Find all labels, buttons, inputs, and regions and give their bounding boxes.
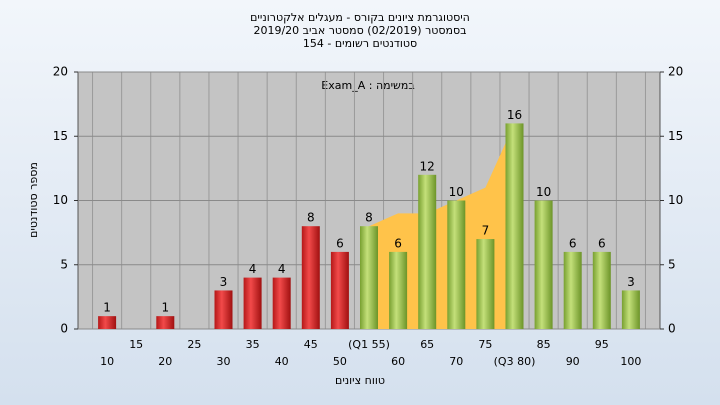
data-label: 8 (307, 211, 315, 225)
x-tick-label: 45 (304, 338, 318, 351)
data-label: 7 (482, 224, 490, 238)
x-tick-label: 85 (537, 338, 551, 351)
bar (447, 200, 466, 329)
bar (98, 316, 117, 329)
bar (534, 200, 553, 329)
bar (360, 226, 378, 329)
x-tick-label: 50 (333, 355, 347, 368)
chart-subtitle: סטודנטים רשומים - 154 (303, 37, 417, 50)
data-label: 6 (569, 236, 577, 250)
bar (592, 251, 611, 329)
x-tick-label: 70 (449, 355, 463, 368)
chart-subtitle: בסמסטר (02/2019) סמסטר אביב 2019/20 (253, 24, 466, 37)
bar (418, 174, 437, 329)
y2-tick-label: 20 (668, 65, 683, 79)
bar (214, 290, 233, 329)
bar (330, 251, 349, 329)
x-tick-label: 100 (620, 355, 641, 368)
chart-title: היסטוגרמת ציונים בקורס - מעגלים אלקטרוני… (250, 11, 470, 24)
x-tick-label: 40 (275, 355, 289, 368)
bar (505, 123, 524, 330)
x-tick-label: (Q1 55) (348, 338, 390, 351)
data-label: 16 (507, 108, 522, 122)
data-label: 1 (103, 301, 111, 315)
x-tick-label: 30 (217, 355, 231, 368)
bar (476, 239, 495, 329)
x-tick-label: 75 (478, 338, 492, 351)
y-tick-label: 5 (60, 257, 68, 271)
data-label: 3 (627, 275, 635, 289)
bar (621, 290, 640, 329)
x-tick-label: 95 (595, 338, 609, 351)
bar (243, 277, 262, 329)
y-axis-label: מספר סטודנטים (27, 162, 40, 238)
data-label: 6 (598, 236, 606, 250)
bar (156, 316, 175, 329)
data-label: 1 (161, 301, 169, 315)
data-label: 8 (365, 211, 373, 225)
bar (563, 251, 582, 329)
y2-tick-label: 5 (668, 257, 676, 271)
data-label: 6 (336, 236, 344, 250)
x-tick-label: 60 (391, 355, 405, 368)
y2-tick-label: 15 (668, 129, 683, 143)
x-tick-label: 65 (420, 338, 434, 351)
x-tick-label: 90 (566, 355, 580, 368)
x-tick-label: (Q3 80) (494, 355, 536, 368)
y-tick-label: 20 (53, 65, 68, 79)
data-label: 6 (394, 236, 402, 250)
y-tick-label: 15 (53, 129, 68, 143)
bar (272, 277, 291, 329)
annotation: Exam_A : במשימה (321, 79, 414, 92)
x-tick-label: 20 (158, 355, 172, 368)
data-label: 10 (449, 185, 464, 199)
y2-tick-label: 10 (668, 193, 683, 207)
x-tick-label: 10 (100, 355, 114, 368)
x-tick-label: 35 (246, 338, 260, 351)
x-axis-label: טווח ציונים (335, 374, 385, 387)
data-label: 3 (220, 275, 228, 289)
y-tick-label: 0 (60, 322, 68, 336)
data-label: 10 (536, 185, 551, 199)
x-tick-label: 25 (187, 338, 201, 351)
x-tick-label: 15 (129, 338, 143, 351)
bar (301, 226, 320, 329)
bar (389, 251, 408, 329)
data-label: 4 (278, 262, 286, 276)
y2-tick-label: 0 (668, 322, 676, 336)
data-label: 12 (420, 159, 435, 173)
data-label: 4 (249, 262, 257, 276)
y-tick-label: 10 (53, 193, 68, 207)
